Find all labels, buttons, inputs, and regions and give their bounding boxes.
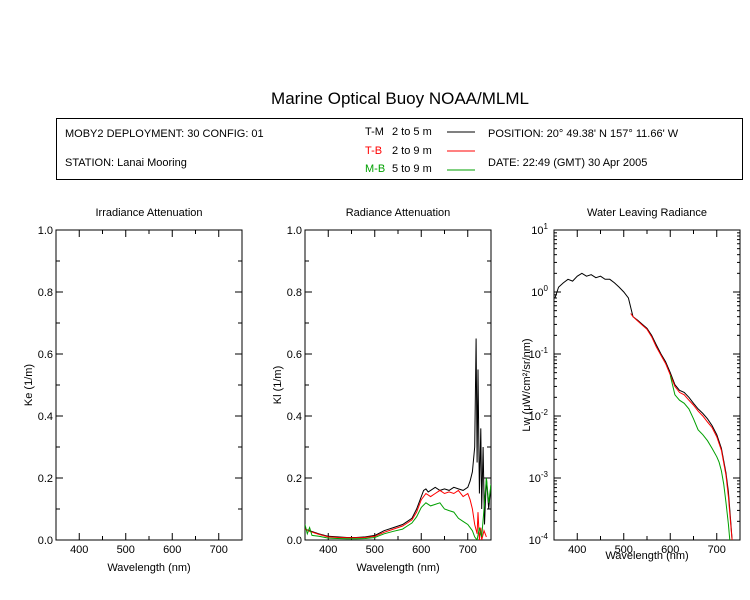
chart-2: Water Leaving Radiance Wavelength (nm) Lw … (521, 207, 741, 562)
y-tick-label: 10-4 (529, 532, 549, 547)
y-tick-label: 0.4 (287, 411, 302, 423)
y-tick-label: 0.4 (38, 411, 53, 423)
x-tick-label: 500 (117, 544, 135, 556)
deployment-text: MOBY2 DEPLOYMENT: 30 CONFIG: 01 (65, 128, 264, 140)
legend-swatches (447, 131, 475, 171)
x-tick-label: 700 (459, 544, 477, 556)
x-tick-label: 700 (708, 544, 726, 556)
y-tick-label: 1.0 (38, 225, 53, 237)
x-tick-label: 500 (615, 544, 633, 556)
y-tick-label: 1.0 (287, 225, 302, 237)
x-tick-label: 400 (568, 544, 586, 556)
y-tick-label: 0.6 (38, 349, 53, 361)
y-tick-label: 10-2 (529, 408, 549, 423)
date-text: DATE: 22:49 (GMT) 30 Apr 2005 (488, 157, 648, 169)
y-tick-label: 10-1 (529, 346, 549, 361)
chart-1: Radiance Attenuation Wavelength (nm) Kl (1… (272, 207, 492, 574)
series-line-2 (669, 375, 731, 540)
x-tick-label: 600 (163, 544, 181, 556)
legend-range-tb: 2 to 9 m (392, 145, 432, 157)
series-line-0 (554, 272, 733, 540)
x-tick-label: 700 (210, 544, 228, 556)
y-tick-label: 0.2 (38, 473, 53, 485)
x-axis-label: Wavelength (nm) (605, 550, 688, 562)
series-line-0 (305, 338, 491, 538)
y-tick-label: 0.8 (287, 287, 302, 299)
plot-frame (304, 229, 492, 541)
chart-title: Irradiance Attenuation (95, 207, 202, 219)
series-line-1 (630, 313, 733, 540)
series-line-1 (305, 489, 487, 540)
plot-frame (553, 229, 741, 541)
y-tick-label: 10-3 (529, 470, 549, 485)
y-tick-label: 101 (531, 222, 548, 237)
x-tick-label: 400 (70, 544, 88, 556)
legend-range-tm: 2 to 5 m (392, 126, 432, 138)
plot-frame (55, 229, 243, 541)
x-tick-label: 600 (412, 544, 430, 556)
x-tick-label: 500 (366, 544, 384, 556)
legend-abbr-mb: M-B (365, 163, 386, 175)
y-tick-label: 0.8 (38, 287, 53, 299)
legend-range-mb: 5 to 9 m (392, 163, 432, 175)
y-tick-label: 100 (531, 284, 548, 299)
chart-title: Water Leaving Radiance (587, 207, 707, 219)
x-tick-label: 600 (661, 544, 679, 556)
legend-abbr-tb: T-B (365, 145, 383, 157)
station-text: STATION: Lanai Mooring (65, 157, 187, 169)
y-tick-label: 0.0 (287, 535, 302, 547)
info-box (56, 118, 743, 180)
chart-title: Radiance Attenuation (346, 207, 451, 219)
y-axis-label: Lw (μW/cm²/sr/nm) (521, 338, 533, 431)
x-axis-label: Wavelength (nm) (107, 562, 190, 574)
series-line-2 (305, 477, 491, 540)
page-title: Marine Optical Buoy NOAA/MLML (271, 89, 529, 108)
y-tick-label: 0.6 (287, 349, 302, 361)
chart-0: Irradiance Attenuation Wavelength (nm) Ke … (23, 207, 243, 574)
legend-abbr-tm: T-M (365, 126, 384, 138)
x-axis-label: Wavelength (nm) (356, 562, 439, 574)
position-text: POSITION: 20° 49.38' N 157° 11.66' W (488, 128, 679, 140)
y-tick-label: 0.0 (38, 535, 53, 547)
y-axis-label: Ke (1/m) (23, 364, 35, 406)
x-tick-label: 400 (319, 544, 337, 556)
y-tick-label: 0.2 (287, 473, 302, 485)
y-axis-label: Kl (1/m) (272, 366, 284, 405)
